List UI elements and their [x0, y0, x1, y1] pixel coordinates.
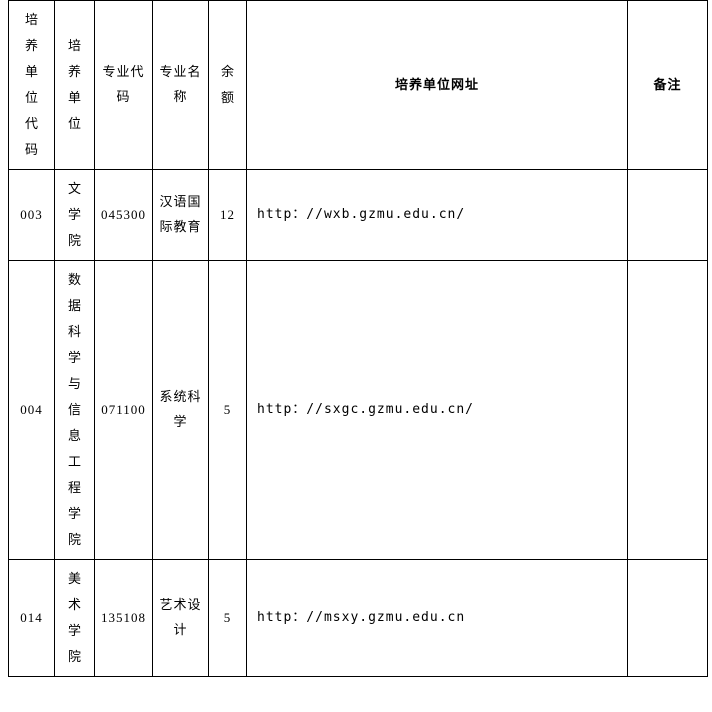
header-note: 备注 [628, 1, 708, 170]
cell-major-name: 艺术设计 [153, 560, 209, 677]
cell-text: 文学院 [68, 176, 81, 254]
cell-unit: 数据科学与信息工程学院 [55, 261, 95, 560]
header-label: 专业代码 [102, 64, 144, 104]
header-url: 培养单位网址 [247, 1, 628, 170]
header-slots: 余额 [209, 1, 247, 170]
header-label: 培养单位代码 [25, 7, 38, 163]
cell-slots: 12 [209, 170, 247, 261]
cell-note [628, 170, 708, 261]
cell-major-code: 135108 [95, 560, 153, 677]
cell-text: 数据科学与信息工程学院 [68, 267, 81, 553]
table-row: 004 数据科学与信息工程学院 071100 系统科学 5 http：//sxg… [9, 261, 708, 560]
header-row: 培养单位代码 培养单位 专业代码 专业名称 余额 培养单位网址 备注 [9, 1, 708, 170]
header-major-code: 专业代码 [95, 1, 153, 170]
cell-slots: 5 [209, 261, 247, 560]
cell-unit-code: 003 [9, 170, 55, 261]
header-major-name: 专业名称 [153, 1, 209, 170]
cell-major-name: 汉语国际教育 [153, 170, 209, 261]
data-table: 培养单位代码 培养单位 专业代码 专业名称 余额 培养单位网址 备注 003 文… [8, 0, 708, 677]
cell-unit: 美术学院 [55, 560, 95, 677]
table-container: 培养单位代码 培养单位 专业代码 专业名称 余额 培养单位网址 备注 003 文… [8, 0, 708, 677]
header-label: 备注 [653, 77, 681, 92]
cell-text: 汉语国际教育 [159, 194, 201, 234]
cell-unit: 文学院 [55, 170, 95, 261]
table-row: 014 美术学院 135108 艺术设计 5 http：//msxy.gzmu.… [9, 560, 708, 677]
cell-url: http：//msxy.gzmu.edu.cn [247, 560, 628, 677]
cell-note [628, 560, 708, 677]
cell-major-name: 系统科学 [153, 261, 209, 560]
cell-url: http：//sxgc.gzmu.edu.cn/ [247, 261, 628, 560]
cell-note [628, 261, 708, 560]
cell-unit-code: 004 [9, 261, 55, 560]
cell-text: 系统科学 [159, 389, 201, 429]
header-unit-code: 培养单位代码 [9, 1, 55, 170]
cell-major-code: 045300 [95, 170, 153, 261]
cell-unit-code: 014 [9, 560, 55, 677]
cell-text: 美术学院 [68, 566, 81, 670]
cell-text: 艺术设计 [159, 597, 201, 637]
table-row: 003 文学院 045300 汉语国际教育 12 http：//wxb.gzmu… [9, 170, 708, 261]
cell-url: http：//wxb.gzmu.edu.cn/ [247, 170, 628, 261]
header-label: 专业名称 [159, 64, 201, 104]
header-label: 余额 [221, 59, 234, 111]
cell-major-code: 071100 [95, 261, 153, 560]
header-label: 培养单位 [68, 33, 81, 137]
cell-slots: 5 [209, 560, 247, 677]
header-unit: 培养单位 [55, 1, 95, 170]
header-label: 培养单位网址 [395, 77, 479, 92]
